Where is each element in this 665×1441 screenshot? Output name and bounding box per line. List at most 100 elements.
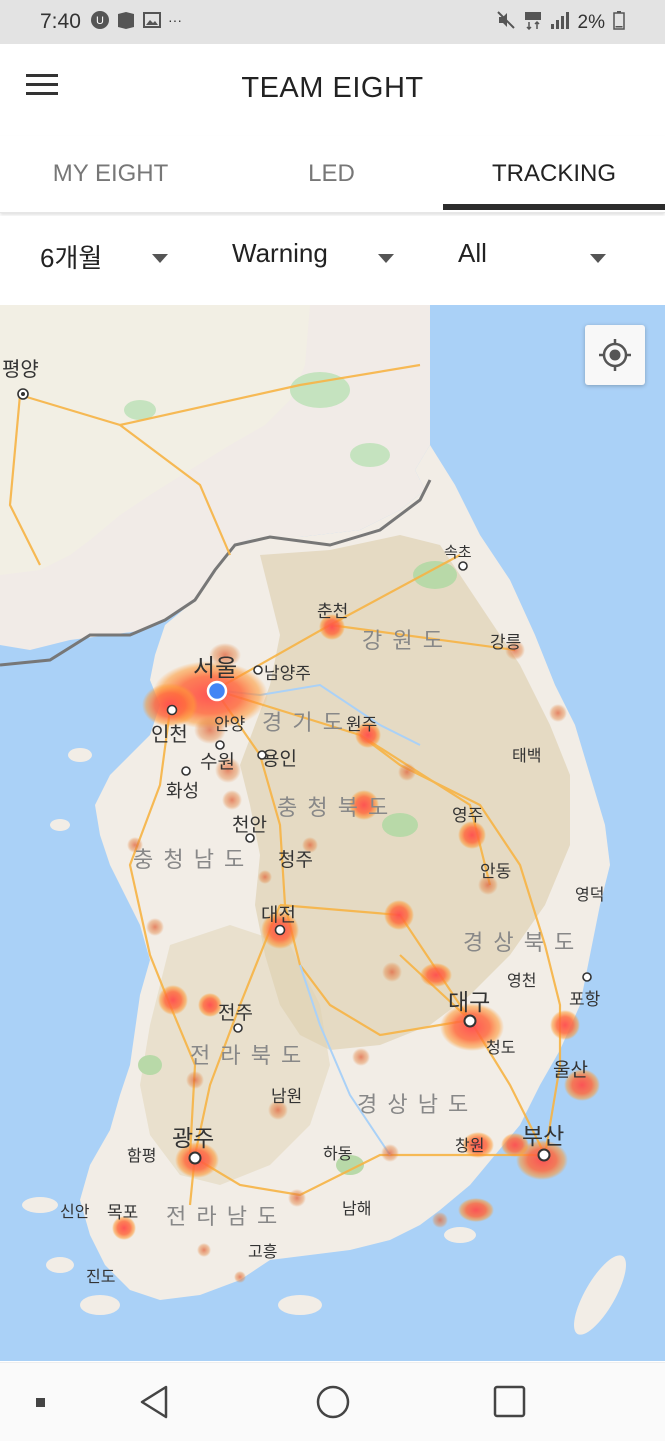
- level-value: Warning: [232, 238, 328, 268]
- lte-icon: [524, 10, 542, 36]
- city-dot: [458, 561, 468, 571]
- label-yongin: 용인: [262, 749, 297, 770]
- label-jeonnam: 전 라 남 도: [166, 1204, 280, 1229]
- scope-dropdown[interactable]: All: [458, 238, 610, 282]
- city-dot: [253, 665, 263, 675]
- signal-icon: [550, 10, 570, 36]
- period-dropdown[interactable]: 6개월: [40, 238, 175, 282]
- label-namyangju: 남양주: [264, 664, 311, 683]
- label-gyeongbuk: 경 상 북 도: [463, 930, 577, 955]
- system-nav-bar: [0, 1362, 665, 1441]
- square-dot-icon: [36, 1398, 45, 1407]
- label-daejeon: 대전: [261, 905, 296, 926]
- city-dot: [257, 750, 267, 760]
- nav-recents-button[interactable]: [488, 1381, 532, 1425]
- label-seoul: 서울: [193, 655, 238, 682]
- label-jeonju: 전주: [218, 1003, 253, 1024]
- label-ulsan: 울산: [553, 1060, 588, 1081]
- label-mokpo: 목포: [107, 1203, 139, 1222]
- scope-value: All: [458, 238, 487, 268]
- status-bar: 7:40 U ··· 2%: [0, 0, 665, 44]
- label-gyeongnam: 경 상 남 도: [357, 1092, 471, 1117]
- city-dot: [233, 1023, 243, 1033]
- notification-icons: U ···: [90, 10, 182, 30]
- battery-percent: 2%: [577, 12, 605, 33]
- chevron-down-icon: [152, 254, 168, 263]
- label-daegu: 대구: [448, 989, 491, 1015]
- label-changwon: 창원: [455, 1138, 485, 1155]
- battery-icon: [613, 10, 625, 36]
- label-jeonbuk: 전 라 북 도: [190, 1043, 304, 1068]
- border-line: [0, 479, 432, 667]
- tracking-map[interactable]: 평양 속초 춘천 강 원 도 강릉 서울 남양주 인천 안양 경 기 도 원주 …: [0, 305, 665, 1361]
- label-taebaek: 태백: [512, 748, 542, 765]
- label-andong: 안동: [480, 862, 512, 881]
- label-pohang: 포항: [569, 990, 601, 1009]
- tab-tracking[interactable]: TRACKING: [491, 160, 616, 187]
- filter-bar: 6개월 Warning All: [0, 216, 665, 304]
- label-gyeonggi: 경 기 도: [262, 710, 345, 735]
- my-location-button[interactable]: [585, 325, 645, 385]
- label-busan: 부산: [522, 1123, 565, 1149]
- city-dot: [215, 740, 225, 750]
- city-markers: [17, 388, 592, 1165]
- label-yeongju: 영주: [452, 806, 484, 825]
- chevron-down-icon: [590, 254, 606, 263]
- page-title: TEAM EIGHT: [241, 72, 424, 104]
- city-dot: [274, 924, 286, 936]
- label-namwon: 남원: [271, 1087, 303, 1106]
- label-chungbuk: 충 청 북 도: [277, 795, 391, 820]
- nav-extra-button[interactable]: [26, 1381, 70, 1425]
- label-hampyeong: 함평: [127, 1148, 157, 1165]
- tab-led[interactable]: LED: [308, 160, 355, 187]
- city-dot: [463, 1014, 477, 1028]
- map-labels: 평양 속초 춘천 강 원 도 강릉 서울 남양주 인천 안양 경 기 도 원주 …: [0, 305, 665, 1361]
- map-canvas: [0, 305, 626, 1335]
- tab-bar: MY EIGHT LED TRACKING: [0, 136, 665, 213]
- app-bar: TEAM EIGHT: [0, 44, 665, 136]
- city-dot: [181, 766, 191, 776]
- image-notification-icon: [142, 10, 162, 30]
- label-anyang: 안양: [214, 715, 246, 734]
- label-hwaseong: 화성: [166, 781, 200, 801]
- city-dot: [166, 704, 178, 716]
- nav-back-button[interactable]: [134, 1381, 178, 1425]
- label-chuncheon: 춘천: [317, 602, 349, 621]
- home-circle-icon: [316, 1385, 350, 1419]
- status-right: 2%: [496, 10, 625, 36]
- level-dropdown[interactable]: Warning: [232, 238, 402, 282]
- label-cheonan: 천안: [232, 815, 267, 836]
- label-pyongyang: 평양: [2, 359, 39, 381]
- book-notification-icon: [116, 10, 136, 30]
- back-triangle-icon: [140, 1385, 168, 1419]
- city-dot: [582, 972, 592, 982]
- label-sinan: 신안: [60, 1204, 90, 1221]
- label-suwon: 수원: [200, 752, 235, 773]
- city-dot: [245, 833, 255, 843]
- label-chungnam: 충 청 남 도: [133, 847, 247, 872]
- label-gangwon: 강 원 도: [362, 628, 445, 653]
- menu-icon[interactable]: [26, 74, 62, 104]
- label-sokcho: 속초: [444, 544, 472, 561]
- label-wonju: 원주: [346, 715, 378, 734]
- my-location-marker: [206, 680, 228, 702]
- period-value: 6개월: [40, 243, 103, 273]
- crosshair-icon: [599, 339, 631, 371]
- tab-my-eight[interactable]: MY EIGHT: [52, 160, 169, 187]
- label-yeongcheon: 영천: [507, 973, 537, 990]
- label-hadong: 하동: [323, 1146, 353, 1163]
- nav-home-button[interactable]: [311, 1381, 355, 1425]
- active-tab-indicator: [443, 204, 665, 210]
- label-cheongdo: 청도: [486, 1040, 516, 1057]
- label-jindo: 진도: [86, 1269, 116, 1286]
- label-goheung: 고흥: [248, 1244, 278, 1261]
- app-notification-icon: U: [90, 10, 110, 30]
- chevron-down-icon: [378, 254, 394, 263]
- label-gwangju: 광주: [172, 1125, 215, 1151]
- city-dot: [188, 1151, 202, 1165]
- label-yeongdeok: 영덕: [575, 887, 605, 904]
- more-notifications: ···: [168, 12, 182, 28]
- label-cheongju: 청주: [278, 850, 313, 871]
- svg-text:U: U: [96, 15, 104, 27]
- status-time: 7:40: [40, 10, 81, 33]
